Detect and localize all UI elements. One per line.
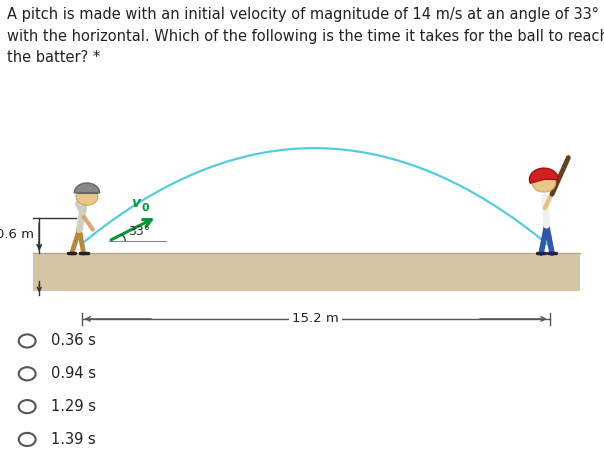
Text: 0: 0 xyxy=(141,203,149,213)
Circle shape xyxy=(76,188,98,205)
Text: 1.39 s: 1.39 s xyxy=(51,432,96,447)
Text: A pitch is made with an initial velocity of magnitude of 14 m/s at an angle of 3: A pitch is made with an initial velocity… xyxy=(7,7,604,65)
Text: 15.2 m: 15.2 m xyxy=(292,312,339,325)
Text: 33°: 33° xyxy=(128,225,150,238)
Wedge shape xyxy=(530,168,558,183)
Text: v: v xyxy=(130,196,140,210)
Circle shape xyxy=(532,174,556,192)
Text: 0.94 s: 0.94 s xyxy=(51,366,97,381)
Bar xyxy=(33,253,580,291)
Text: 1.29 s: 1.29 s xyxy=(51,399,97,414)
Text: 0.36 s: 0.36 s xyxy=(51,333,96,348)
Text: 0.6 m: 0.6 m xyxy=(0,228,34,241)
Wedge shape xyxy=(74,183,100,193)
